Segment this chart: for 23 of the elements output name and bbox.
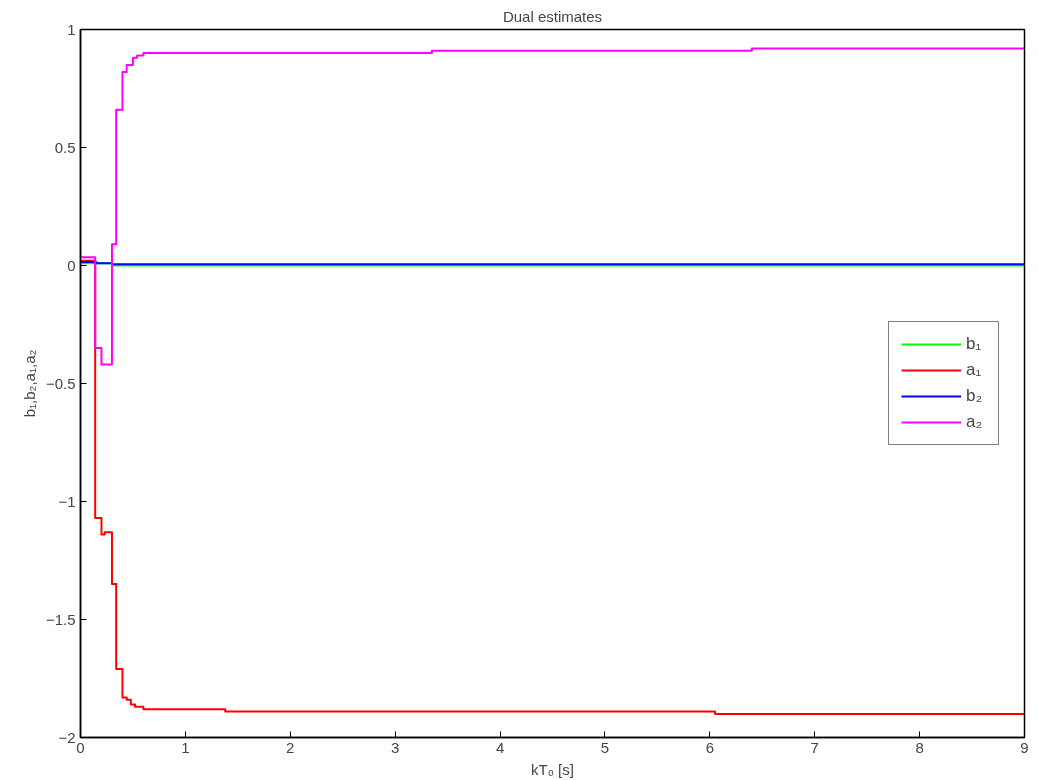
chart-title: Dual estimates: [502, 7, 603, 25]
y-tick-label: 1: [67, 20, 76, 38]
y-tick-label: −2: [58, 728, 76, 746]
x-tick-label: 3: [391, 738, 400, 756]
y-tick-label: −0.5: [45, 374, 76, 392]
x-tick-label: 5: [600, 738, 610, 756]
legend-label: b₁: [966, 334, 983, 354]
x-axis-title: kT₀ [s]: [531, 760, 574, 778]
y-tick-label: 0: [67, 256, 76, 274]
legend-label: a₂: [966, 412, 984, 432]
x-tick-label: 2: [286, 738, 295, 756]
x-tick-label: 6: [705, 738, 715, 756]
legend-label: b₂: [966, 386, 984, 406]
y-tick-label: 0.5: [54, 138, 76, 156]
x-tick-label: 1: [181, 738, 190, 756]
x-tick-label: 4: [495, 738, 505, 756]
x-tick-label: 8: [915, 738, 924, 756]
x-tick-label: 9: [1020, 738, 1029, 756]
y-tick-label: −1.5: [45, 610, 76, 628]
legend-label: a₁: [966, 360, 983, 380]
y-tick-label: −1: [58, 492, 76, 510]
x-tick-label: 7: [810, 738, 819, 756]
y-axis-title: b₁,b₂,a₁,a₂: [20, 349, 38, 418]
